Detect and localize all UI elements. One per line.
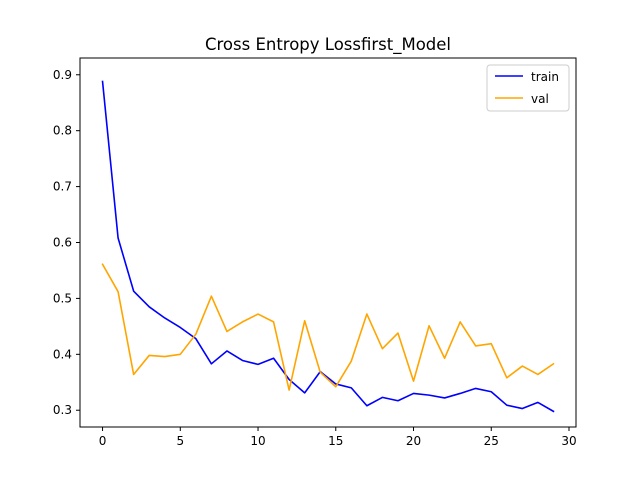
y-tick-label: 0.7 (53, 180, 72, 194)
legend-label-val: val (531, 92, 549, 106)
y-tick-label: 0.6 (53, 236, 72, 250)
x-tick-label: 0 (99, 434, 107, 448)
plot-area: 0 5 10 15 20 25 30 0.3 0.4 0.5 0.6 0.7 0.8 0.9 (53, 68, 577, 448)
y-tick-label: 0.9 (53, 68, 72, 82)
x-tick-label: 20 (406, 434, 421, 448)
legend: train val (486, 64, 570, 112)
series-line-val (101, 263, 555, 391)
y-tick-label: 0.3 (53, 403, 72, 417)
y-tick-label: 0.4 (53, 347, 72, 361)
series-line-train (101, 80, 555, 413)
y-tick-label: 0.5 (53, 291, 72, 305)
x-tick-label: 10 (250, 434, 265, 448)
x-tick-label: 15 (328, 434, 343, 448)
legend-label-train: train (531, 70, 559, 84)
chart-title: Cross Entropy Lossfirst_Model (205, 35, 451, 55)
x-tick-label: 5 (176, 434, 184, 448)
y-tick-label: 0.8 (53, 124, 72, 138)
x-tick-label: 30 (561, 434, 576, 448)
x-tick-label: 25 (484, 434, 499, 448)
axes-frame (79, 57, 577, 428)
